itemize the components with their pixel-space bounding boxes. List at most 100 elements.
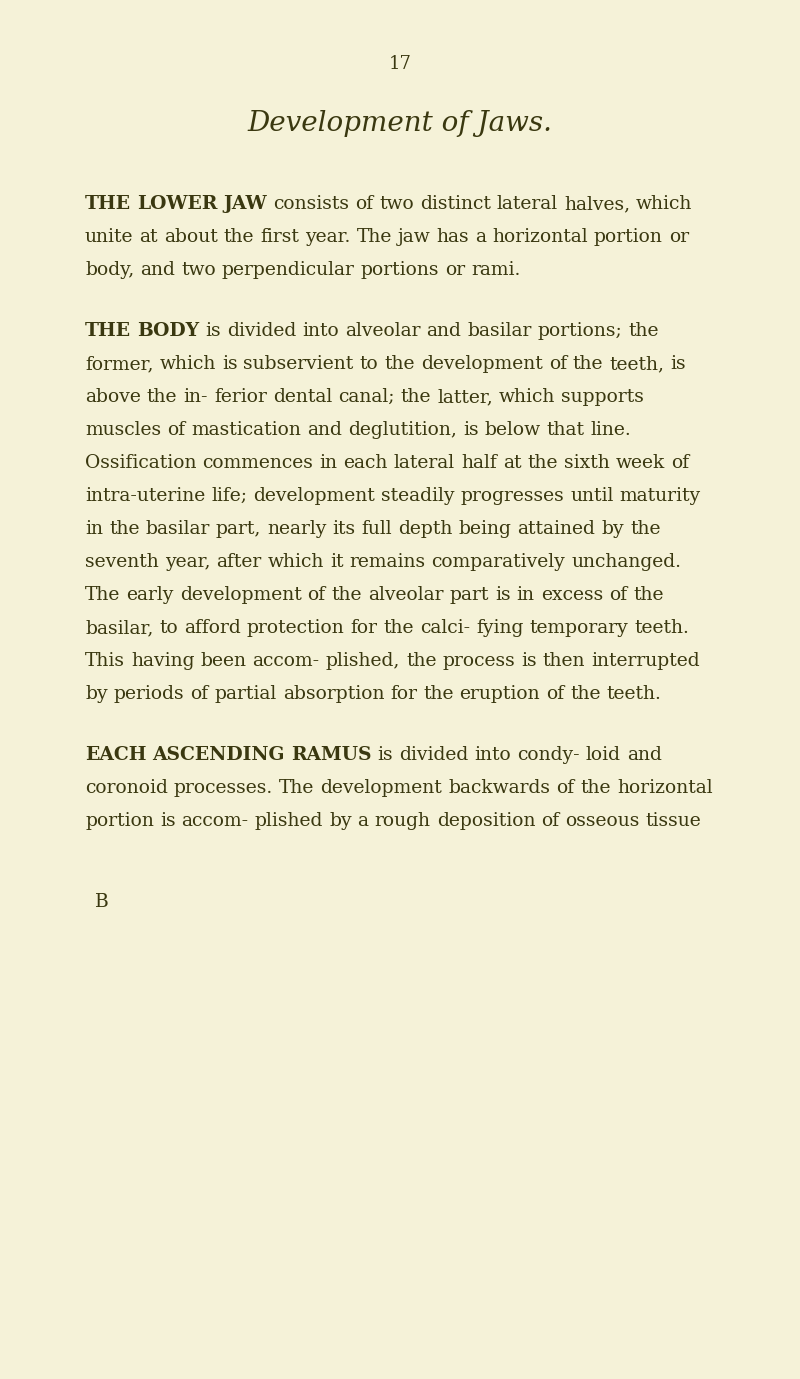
Text: latter,: latter, — [437, 387, 493, 405]
Text: accom-: accom- — [253, 652, 320, 670]
Text: in: in — [85, 520, 103, 538]
Text: sixth: sixth — [564, 454, 610, 472]
Text: canal;: canal; — [338, 387, 394, 405]
Text: is: is — [378, 746, 393, 764]
Text: temporary: temporary — [530, 619, 628, 637]
Text: the: the — [406, 652, 437, 670]
Text: plished: plished — [254, 812, 323, 830]
Text: of: of — [546, 685, 564, 703]
Text: portion: portion — [594, 228, 662, 245]
Text: alveolar: alveolar — [368, 586, 444, 604]
Text: jaw: jaw — [398, 228, 430, 245]
Text: JAW: JAW — [223, 194, 267, 212]
Text: intra-uterine: intra-uterine — [85, 487, 206, 505]
Text: The: The — [357, 228, 392, 245]
Text: the: the — [580, 779, 611, 797]
Text: rough: rough — [374, 812, 430, 830]
Text: deglutition,: deglutition, — [348, 421, 457, 439]
Text: of: of — [670, 454, 689, 472]
Text: ferior: ferior — [214, 387, 266, 405]
Text: attained: attained — [518, 520, 595, 538]
Text: perpendicular: perpendicular — [222, 261, 354, 279]
Text: part,: part, — [216, 520, 262, 538]
Text: the: the — [147, 387, 178, 405]
Text: above: above — [85, 387, 141, 405]
Text: backwards: backwards — [448, 779, 550, 797]
Text: the: the — [628, 323, 659, 341]
Text: portion: portion — [85, 812, 154, 830]
Text: at: at — [139, 228, 158, 245]
Text: into: into — [474, 746, 511, 764]
Text: coronoid: coronoid — [85, 779, 168, 797]
Text: to: to — [360, 354, 378, 372]
Text: The: The — [279, 779, 314, 797]
Text: the: the — [385, 354, 415, 372]
Text: LOWER: LOWER — [137, 194, 218, 212]
Text: THE: THE — [85, 323, 131, 341]
Text: consists: consists — [273, 194, 349, 212]
Text: of: of — [556, 779, 574, 797]
Text: the: the — [401, 387, 431, 405]
Text: periods: periods — [114, 685, 184, 703]
Text: the: the — [332, 586, 362, 604]
Text: a: a — [475, 228, 486, 245]
Text: 17: 17 — [389, 55, 411, 73]
Text: THE: THE — [85, 194, 131, 212]
Text: for: for — [390, 685, 417, 703]
Text: of: of — [609, 586, 627, 604]
Text: which: which — [636, 194, 693, 212]
Text: which: which — [498, 387, 555, 405]
Text: osseous: osseous — [566, 812, 640, 830]
Text: line.: line. — [590, 421, 631, 439]
Text: distinct: distinct — [420, 194, 491, 212]
Text: the: the — [633, 586, 663, 604]
Text: first: first — [260, 228, 299, 245]
Text: portions;: portions; — [538, 323, 622, 341]
Text: then: then — [543, 652, 586, 670]
Text: been: been — [201, 652, 246, 670]
Text: Development of Jaws.: Development of Jaws. — [247, 110, 553, 137]
Text: protection: protection — [247, 619, 345, 637]
Text: remains: remains — [350, 553, 426, 571]
Text: into: into — [302, 323, 339, 341]
Text: has: has — [437, 228, 470, 245]
Text: basilar: basilar — [146, 520, 210, 538]
Text: divided: divided — [227, 323, 296, 341]
Text: each: each — [343, 454, 388, 472]
Text: accom-: accom- — [182, 812, 249, 830]
Text: the: the — [630, 520, 661, 538]
Text: unite: unite — [85, 228, 134, 245]
Text: in-: in- — [183, 387, 208, 405]
Text: supports: supports — [561, 387, 644, 405]
Text: RAMUS: RAMUS — [291, 746, 371, 764]
Text: development: development — [254, 487, 375, 505]
Text: week: week — [615, 454, 665, 472]
Text: and: and — [426, 323, 462, 341]
Text: below: below — [485, 421, 541, 439]
Text: This: This — [85, 652, 125, 670]
Text: the: the — [224, 228, 254, 245]
Text: ASCENDING: ASCENDING — [153, 746, 285, 764]
Text: the: the — [573, 354, 603, 372]
Text: of: of — [190, 685, 208, 703]
Text: excess: excess — [541, 586, 603, 604]
Text: nearly: nearly — [267, 520, 326, 538]
Text: and: and — [307, 421, 342, 439]
Text: is: is — [495, 586, 510, 604]
Text: by: by — [85, 685, 108, 703]
Text: the: the — [423, 685, 454, 703]
Text: rami.: rami. — [471, 261, 521, 279]
Text: until: until — [570, 487, 614, 505]
Text: of: of — [549, 354, 567, 372]
Text: deposition: deposition — [437, 812, 535, 830]
Text: its: its — [333, 520, 356, 538]
Text: progresses: progresses — [461, 487, 564, 505]
Text: a: a — [358, 812, 369, 830]
Text: the: the — [570, 685, 601, 703]
Text: early: early — [126, 586, 174, 604]
Text: which: which — [159, 354, 216, 372]
Text: body,: body, — [85, 261, 134, 279]
Text: in: in — [517, 586, 534, 604]
Text: for: for — [350, 619, 378, 637]
Text: muscles: muscles — [85, 421, 161, 439]
